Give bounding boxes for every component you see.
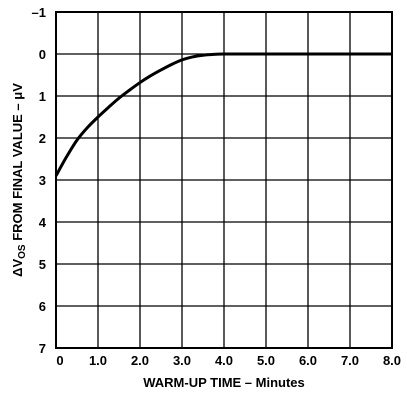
grid xyxy=(55,11,393,349)
x-axis-label: WARM-UP TIME – Minutes xyxy=(143,375,305,390)
x-tick-label: 0 xyxy=(56,353,63,368)
y-axis-label-prefix: ΔV xyxy=(10,259,25,277)
y-tick-labels: –1 0 1 2 3 4 5 6 7 xyxy=(32,5,47,356)
y-tick-label: 6 xyxy=(39,299,46,314)
series-layer xyxy=(54,52,392,177)
y-tick-label: 1 xyxy=(39,89,46,104)
y-tick-label: 3 xyxy=(39,173,46,188)
y-tick-label: 4 xyxy=(39,215,47,230)
x-tick-label: 2.0 xyxy=(131,353,149,368)
x-tick-label: 4.0 xyxy=(215,353,233,368)
y-axis-label-subscript: OS xyxy=(17,244,28,259)
y-tick-label: 2 xyxy=(39,131,46,146)
x-tick-label: 8.0 xyxy=(383,353,401,368)
x-tick-label: 3.0 xyxy=(173,353,191,368)
x-tick-labels: 0 1.0 2.0 3.0 4.0 5.0 6.0 7.0 8.0 xyxy=(56,353,401,368)
plot-frame xyxy=(55,11,393,349)
y-tick-label: 7 xyxy=(39,341,46,356)
y-axis-label-suffix: FROM FINAL VALUE – μV xyxy=(10,83,25,245)
x-tick-label: 6.0 xyxy=(299,353,317,368)
x-tick-label: 1.0 xyxy=(89,353,107,368)
y-tick-label: 5 xyxy=(39,257,46,272)
y-tick-label: 0 xyxy=(39,47,46,62)
y-axis-label: ΔVOS FROM FINAL VALUE – μV xyxy=(10,83,28,277)
series-line xyxy=(54,52,392,177)
x-tick-label: 7.0 xyxy=(341,353,359,368)
y-tick-label: –1 xyxy=(32,5,46,20)
x-tick-label: 5.0 xyxy=(257,353,275,368)
